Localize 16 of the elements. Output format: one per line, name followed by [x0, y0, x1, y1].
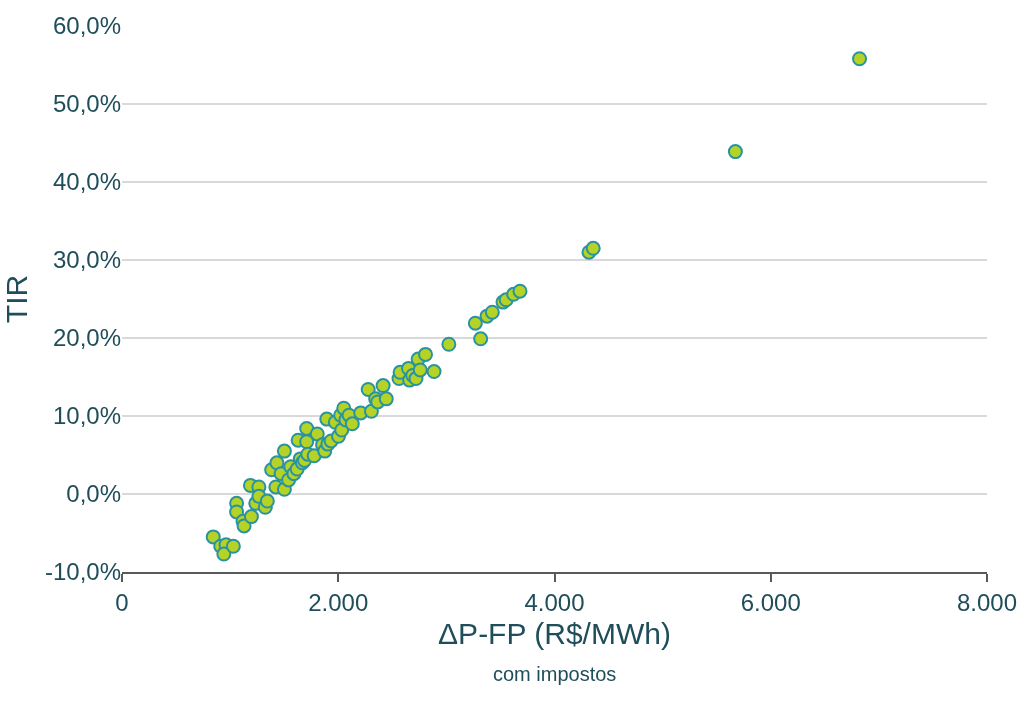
x-tick-label: 8.000	[956, 588, 1018, 616]
y-axis-title: TIR	[0, 274, 33, 324]
x-tick-label: 6.000	[740, 588, 801, 616]
y-tick-label: 10,0%	[52, 402, 121, 430]
y-tick-label: 40,0%	[52, 168, 121, 196]
x-tick-label: 2.000	[308, 588, 369, 616]
text: com impostos	[493, 663, 617, 685]
x-axis-title: ΔP-FP (R$/MWh)	[438, 616, 671, 650]
x-tick-label: 4.000	[524, 588, 585, 616]
y-tick-label: 60,0%	[52, 12, 121, 40]
y-tick-label: 50,0%	[52, 90, 121, 118]
y-tick-label: -10,0%	[44, 558, 121, 586]
x-tick-label: 0	[115, 588, 129, 616]
y-tick-label: 20,0%	[52, 324, 121, 352]
y-tick-label: 0,0%	[66, 480, 121, 508]
y-tick-label: 30,0%	[52, 246, 121, 274]
